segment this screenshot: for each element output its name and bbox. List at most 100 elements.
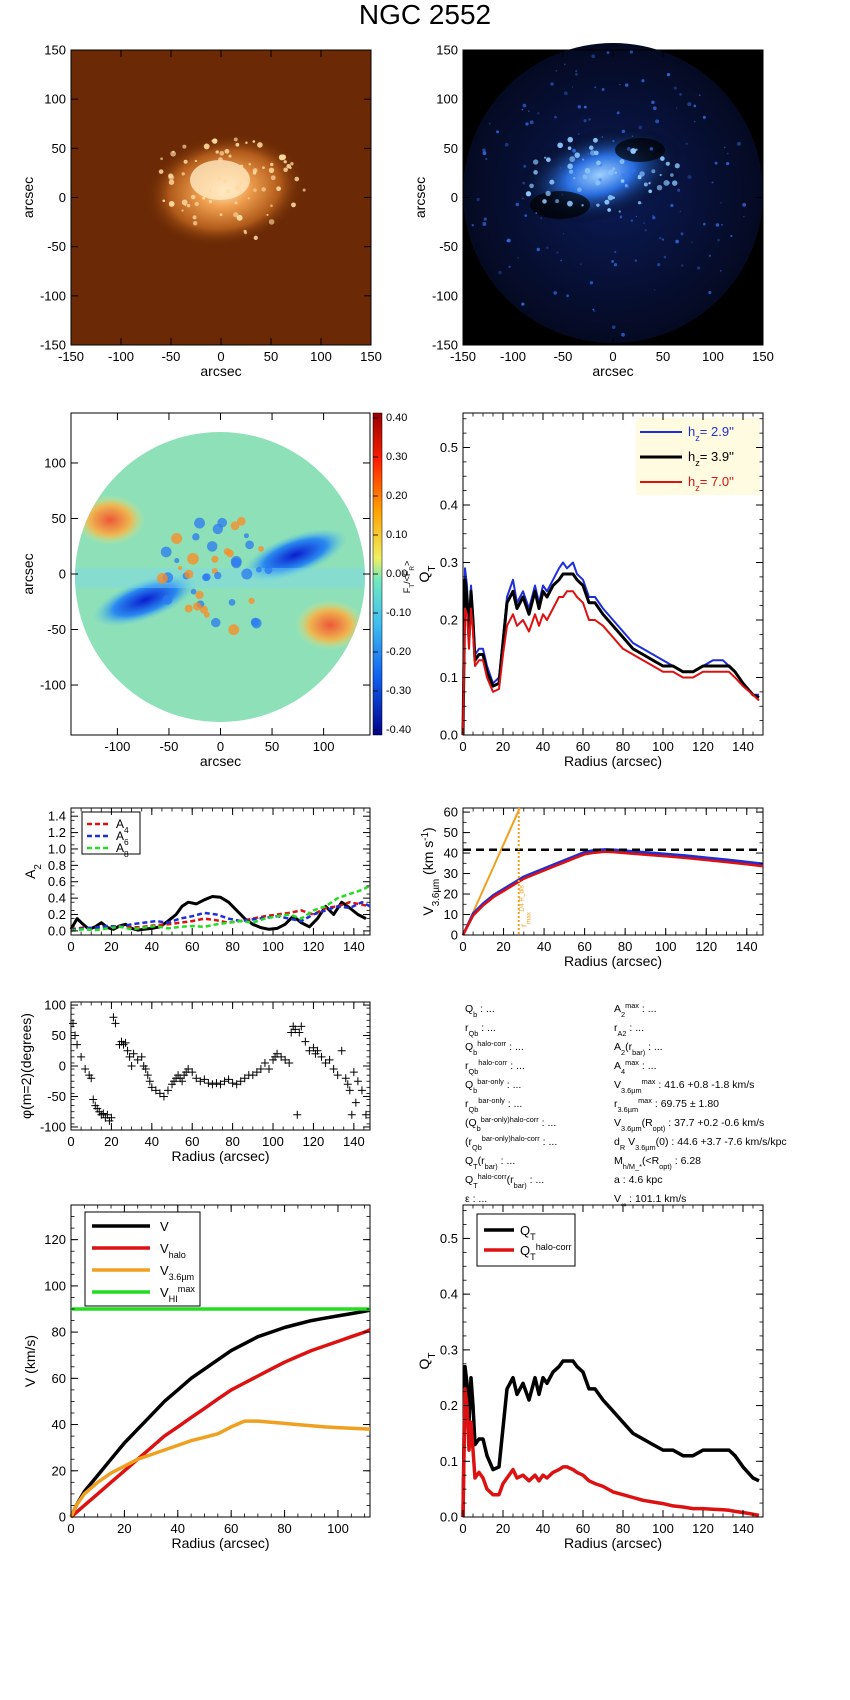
knot <box>543 156 547 159</box>
rotation-decomp-xaxis: 0 20 40 60 80 100 Radius (arcsec) <box>67 1205 366 1551</box>
x-tick-label: 100 <box>652 1521 674 1536</box>
x-tick-label: 60 <box>577 939 591 954</box>
knot <box>253 188 257 192</box>
noise-speck <box>555 70 558 72</box>
y-tick-label: 0.2 <box>48 907 66 922</box>
knot <box>533 159 539 165</box>
force-map-spots <box>157 516 273 636</box>
x-axis-label: Radius (arcsec) <box>564 953 662 969</box>
noise-speck <box>658 236 662 240</box>
fourier-yaxis: 0.00.20.4 0.60.8 1.01.21.4 A2 <box>22 809 370 938</box>
x-tick-label: 140 <box>343 939 365 954</box>
phase-point <box>111 1019 120 1028</box>
x-tick-label: 120 <box>303 939 325 954</box>
series-line <box>69 1328 371 1519</box>
series-line <box>69 1308 371 1518</box>
phase-point <box>188 1068 197 1077</box>
x-tick-label: 40 <box>145 1134 159 1149</box>
x-tick-label: -150 <box>58 349 84 364</box>
noise-speck <box>571 86 574 88</box>
noise-speck <box>562 233 565 235</box>
noise-speck <box>601 87 605 91</box>
noise-speck <box>626 146 631 151</box>
force-map-colorbar-ticks: 0.40 0.30 0.20 0.10 0.00 -0.10 -0.20 -0.30 -0.40… <box>373 412 416 736</box>
colorbar-tick-label: -0.10 <box>386 607 411 619</box>
phase-point <box>240 1074 249 1083</box>
knot <box>582 158 585 161</box>
knot <box>239 164 244 169</box>
colorbar-tick-label: 0.40 <box>386 412 407 424</box>
force-spot <box>160 546 172 558</box>
noise-speck <box>524 214 528 217</box>
knot <box>290 161 294 166</box>
legend-label: hz= 3.9'' <box>688 449 734 468</box>
colorbar-tick-label: -0.20 <box>386 646 411 658</box>
x-tick-label: 0 <box>459 1521 466 1536</box>
phase-point <box>145 1077 154 1086</box>
noise-speck <box>687 102 692 107</box>
y-axis-label: arcsec <box>20 177 36 218</box>
phase-point <box>301 1037 310 1046</box>
x-tick-label: -50 <box>162 349 181 364</box>
noise-speck <box>563 63 566 66</box>
phase-point <box>228 1079 237 1088</box>
noise-speck <box>556 251 559 254</box>
noise-speck <box>661 238 664 241</box>
noise-speck <box>553 291 558 295</box>
galaxy-blue-noise <box>471 50 747 337</box>
rotation-decomp-series <box>69 1307 371 1519</box>
noise-speck <box>515 202 519 207</box>
param-left-row: Qb : ... <box>465 1003 495 1019</box>
y-axis-label: V3.6µm (km s-1) <box>420 827 442 915</box>
param-right-row: r3.6µmmax : 69.75 ± 1.80 <box>614 1096 719 1114</box>
y-tick-label: 0.8 <box>48 858 66 873</box>
noise-speck <box>522 103 527 108</box>
noise-speck <box>652 216 656 220</box>
figure-title: NGC 2552 <box>359 0 491 30</box>
x-tick-label: 150 <box>360 349 382 364</box>
knot <box>584 167 591 174</box>
force-spot <box>214 571 222 580</box>
phase-point <box>196 1077 205 1086</box>
phase-point <box>109 1013 118 1022</box>
phase-point <box>121 1038 130 1047</box>
y-tick-label: 100 <box>44 455 66 470</box>
knot <box>648 182 651 185</box>
y-tick-label: -100 <box>432 288 458 303</box>
param-right-row: dR V3.6µm(0) : 44.6 +3.7 -7.6 km/s/kpc <box>614 1136 787 1152</box>
noise-speck <box>560 259 563 262</box>
phase-point <box>297 1022 306 1031</box>
x-tick-label: 120 <box>303 1134 325 1149</box>
noise-speck <box>653 106 657 111</box>
phase-point <box>141 1065 150 1074</box>
noise-speck <box>655 119 660 124</box>
phase-point <box>248 1071 257 1080</box>
noise-speck <box>583 105 587 109</box>
noise-speck <box>577 105 582 109</box>
knot <box>186 203 191 208</box>
rotation-decomp-legend: V Vhalo V3.6µm VHImax <box>92 1219 195 1304</box>
knot <box>619 159 625 165</box>
series-line <box>461 848 764 936</box>
force-spot <box>211 617 221 628</box>
y-tick-label: 0 <box>59 1059 66 1074</box>
colorbar-label: FT/<FR> <box>402 561 416 593</box>
x-tick-label: 100 <box>262 939 284 954</box>
phase-point <box>351 1098 360 1107</box>
rotation-decomp-frame <box>70 1204 371 1518</box>
phase-point <box>87 1074 96 1083</box>
force-spot <box>226 549 234 558</box>
fourier-frame <box>70 807 371 936</box>
knot <box>204 172 209 177</box>
phase-point <box>89 1095 98 1104</box>
knot <box>219 213 223 217</box>
knot <box>674 163 680 169</box>
phase-point <box>252 1068 261 1077</box>
knot <box>639 171 645 177</box>
y-tick-label: 0 <box>59 567 66 582</box>
noise-speck <box>528 110 530 112</box>
noise-speck <box>521 108 524 111</box>
phase-point <box>337 1046 346 1055</box>
